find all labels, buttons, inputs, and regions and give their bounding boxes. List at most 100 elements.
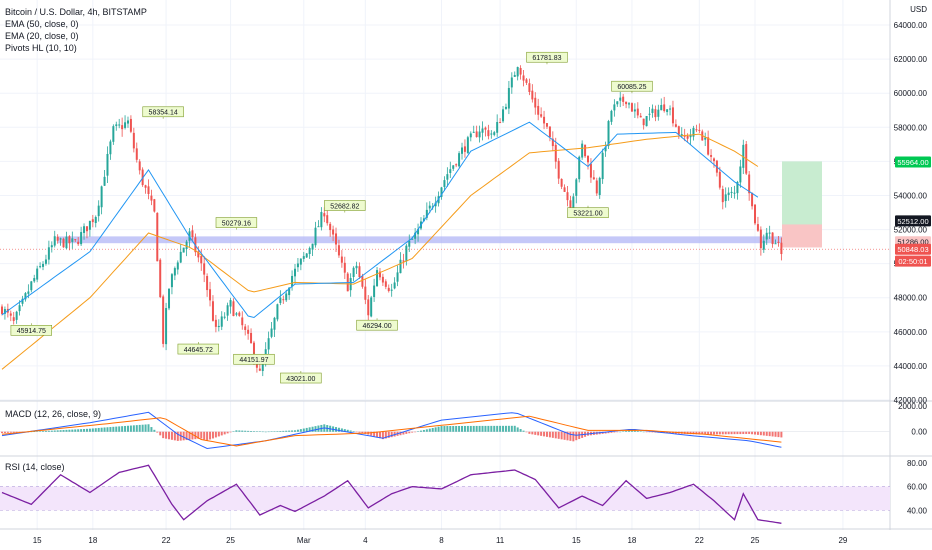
macd-histogram-bar bbox=[554, 431, 557, 439]
candle bbox=[510, 77, 513, 88]
candle bbox=[47, 247, 50, 260]
macd-histogram-bar bbox=[639, 431, 642, 432]
price-tag-box bbox=[895, 156, 931, 168]
macd-histogram-bar bbox=[346, 429, 349, 432]
macd-histogram-bar bbox=[774, 431, 777, 437]
candle bbox=[129, 118, 132, 132]
candle bbox=[71, 238, 74, 242]
macd-histogram-bar bbox=[109, 427, 112, 432]
candle bbox=[279, 297, 282, 303]
macd-histogram-bar bbox=[53, 430, 56, 432]
candle bbox=[373, 285, 376, 298]
candle bbox=[674, 124, 677, 127]
candle bbox=[616, 101, 619, 105]
candle bbox=[645, 115, 648, 127]
candle bbox=[487, 130, 490, 137]
candle bbox=[604, 146, 607, 152]
pivot-label: 44645.72 bbox=[184, 347, 213, 354]
macd-histogram-bar bbox=[68, 429, 71, 432]
candle bbox=[777, 241, 780, 243]
macd-histogram-bar bbox=[173, 431, 176, 441]
candle bbox=[100, 186, 103, 208]
macd-histogram-bar bbox=[9, 431, 12, 433]
macd-histogram-bar bbox=[419, 430, 422, 432]
candle bbox=[109, 141, 112, 155]
candle bbox=[543, 116, 546, 124]
macd-histogram-bar bbox=[118, 426, 121, 432]
macd-histogram-bar bbox=[493, 425, 496, 432]
candle bbox=[458, 153, 461, 167]
legend-pivots: Pivots HL (10, 10) bbox=[5, 43, 77, 53]
macd-histogram-bar bbox=[238, 430, 241, 432]
y-tick-label: 62000.00 bbox=[894, 55, 928, 64]
macd-histogram-bar bbox=[519, 429, 522, 432]
candle bbox=[408, 240, 411, 247]
macd-histogram-bar bbox=[381, 431, 384, 440]
macd-histogram-bar bbox=[200, 431, 203, 439]
macd-histogram-bar bbox=[513, 425, 516, 432]
macd-histogram-bar bbox=[3, 431, 6, 434]
macd-histogram-bar bbox=[349, 430, 352, 432]
candle bbox=[165, 308, 168, 345]
candle bbox=[417, 229, 420, 235]
macd-histogram-bar bbox=[648, 431, 651, 433]
macd-histogram-bar bbox=[402, 431, 405, 435]
rsi-line bbox=[1, 464, 782, 524]
macd-histogram-bar bbox=[569, 431, 572, 441]
candle bbox=[311, 243, 314, 250]
macd-histogram-bar bbox=[777, 431, 780, 438]
candle bbox=[557, 160, 560, 179]
candle bbox=[774, 243, 777, 245]
candle bbox=[683, 135, 686, 137]
macd-histogram-bar bbox=[551, 431, 554, 438]
pivot-label-box bbox=[142, 106, 184, 118]
candle bbox=[150, 195, 153, 201]
macd-histogram-bar bbox=[214, 431, 217, 438]
candle bbox=[537, 105, 540, 115]
candle bbox=[666, 109, 669, 113]
macd-histogram-bar bbox=[97, 427, 100, 432]
macd-histogram-bar bbox=[399, 431, 402, 436]
macd-histogram-bar bbox=[358, 431, 361, 433]
candle bbox=[94, 217, 97, 224]
pivot-label: 53221.00 bbox=[573, 211, 602, 218]
macd-histogram-bar bbox=[62, 430, 65, 432]
candle bbox=[613, 104, 616, 111]
candle bbox=[657, 109, 660, 117]
pivot-label: 45914.75 bbox=[17, 328, 46, 335]
candle bbox=[65, 236, 68, 249]
macd-histogram-bar bbox=[534, 431, 537, 435]
macd-histogram-bar bbox=[651, 431, 654, 433]
pivot-label: 50279.16 bbox=[222, 220, 251, 227]
macd-histogram-bar bbox=[469, 425, 472, 432]
candle bbox=[695, 129, 698, 131]
y-tick-label: 46000.00 bbox=[894, 328, 928, 337]
candle bbox=[525, 79, 528, 83]
macd-histogram-bar bbox=[170, 431, 173, 440]
candle bbox=[569, 200, 572, 213]
macd-histogram-bar bbox=[220, 431, 223, 436]
macd-histogram-bar bbox=[411, 431, 414, 433]
price-tag-label: 55964.00 bbox=[897, 158, 928, 167]
candle bbox=[15, 311, 18, 320]
candle bbox=[314, 227, 317, 246]
candle bbox=[320, 212, 323, 228]
candle bbox=[223, 316, 226, 318]
macd-histogram-bar bbox=[522, 430, 525, 432]
pivot-label: 61781.83 bbox=[532, 55, 561, 62]
macd-histogram-bar bbox=[1, 431, 3, 434]
candle bbox=[291, 275, 294, 287]
macd-histogram-bar bbox=[94, 428, 97, 432]
candle bbox=[238, 312, 241, 316]
macd-histogram-bar bbox=[633, 430, 636, 432]
candle bbox=[472, 131, 475, 133]
candle bbox=[59, 238, 62, 240]
macd-histogram-bar bbox=[545, 431, 548, 437]
macd-histogram-bar bbox=[636, 431, 639, 432]
macd-histogram-bar bbox=[100, 427, 103, 432]
candle bbox=[531, 90, 534, 100]
candle bbox=[751, 192, 754, 207]
candle bbox=[765, 232, 768, 240]
candle bbox=[762, 240, 765, 250]
